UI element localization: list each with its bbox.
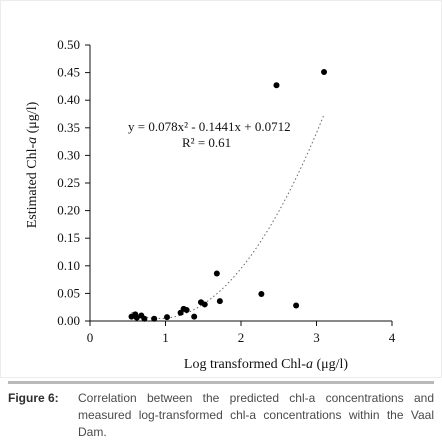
x-axis-title-suffix: (μg/l) — [313, 357, 348, 372]
y-tick-label: 0.10 — [57, 258, 80, 273]
x-axis-title-prefix: Log transformed Chl- — [184, 357, 306, 372]
x-tick-label: 0 — [87, 330, 94, 345]
data-point — [164, 314, 171, 321]
data-point — [191, 313, 198, 320]
y-tick-label: 0.05 — [57, 285, 80, 300]
y-tick-label: 0.15 — [57, 230, 80, 245]
x-tick-label: 3 — [313, 330, 320, 345]
y-axis-title-italic: a — [25, 137, 40, 144]
x-axis-title: Log transformed Chl-a (μg/l) — [184, 357, 349, 372]
figure-caption-label: Figure 6: — [8, 391, 59, 405]
y-axis-title: Estimated Chl-a (μg/l) — [25, 101, 40, 228]
y-axis-title-prefix: Estimated Chl- — [25, 144, 40, 229]
data-points — [128, 69, 328, 322]
y-axis-title-suffix: (μg/l) — [25, 101, 40, 136]
y-tick-label: 0.50 — [57, 37, 80, 52]
x-tick-label: 1 — [162, 330, 169, 345]
data-point — [258, 290, 265, 297]
data-point — [151, 315, 158, 322]
trendline — [131, 114, 325, 319]
data-point — [216, 298, 223, 305]
data-point — [183, 306, 190, 313]
y-tick-label: 0.45 — [57, 65, 80, 80]
data-point — [293, 302, 300, 309]
trendline-equation: y = 0.078x² - 0.1441x + 0.0712 — [128, 119, 291, 134]
y-tick-label: 0.40 — [57, 92, 80, 107]
y-tick-label: 0.25 — [57, 175, 80, 190]
x-tick-label: 4 — [389, 330, 396, 345]
data-point — [321, 69, 328, 76]
figure-caption-text: Correlation between the predicted chl-a … — [78, 391, 434, 439]
data-point — [213, 270, 220, 277]
x-tick-label: 2 — [238, 330, 245, 345]
data-point — [201, 301, 208, 308]
r-squared-label: R² = 0.61 — [182, 135, 231, 150]
y-tick-label: 0.00 — [57, 313, 80, 328]
y-axis-ticks: 0.00 0.05 0.10 0.15 0.20 0.25 0.30 0.35 0.40 0.45… — [57, 37, 90, 328]
y-tick-label: 0.35 — [57, 120, 80, 135]
y-tick-label: 0.20 — [57, 203, 80, 218]
data-point — [141, 315, 148, 322]
figure-caption: Figure 6: Correlation between the predic… — [8, 381, 434, 443]
data-point — [273, 82, 280, 89]
y-tick-label: 0.30 — [57, 147, 80, 162]
data-point — [133, 314, 140, 321]
x-axis-ticks: 0 1 2 3 4 — [87, 321, 396, 345]
x-axis-title-italic: a — [306, 357, 313, 372]
